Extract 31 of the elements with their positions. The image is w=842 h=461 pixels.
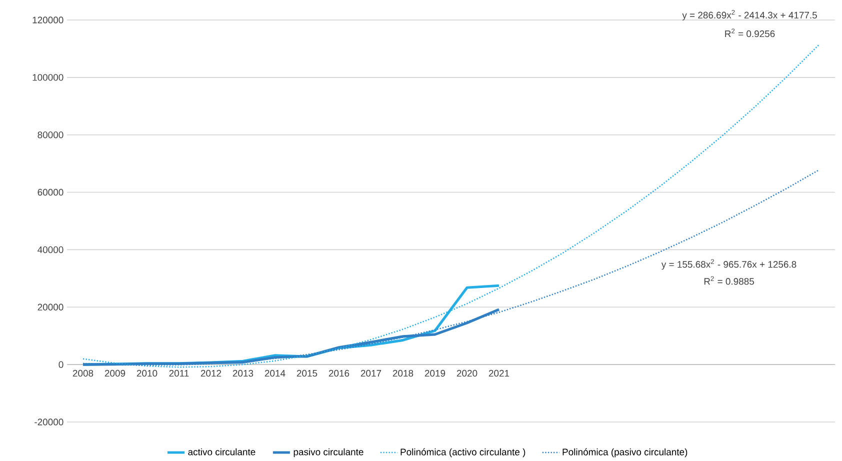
x-tick-label: 2016 [328,370,350,377]
annotation: y = 286.69x$^{2}$ - 2414.3x + 4177.5 [682,10,817,20]
x-tick-label: 2017 [360,370,382,377]
y-tick-label: 40000 [38,246,64,254]
x-tick-label: 2021 [488,370,510,377]
line-series [82,44,820,368]
y-tick-label: 120000 [32,16,64,24]
y-tick-label: 0 [58,361,64,368]
x-tick-label: 2010 [136,370,158,377]
x-tick-label: 2015 [296,370,318,377]
legend-label: pasivo circulante [294,448,364,458]
x-tick-label: 2013 [232,370,254,377]
y-tick-label: 100000 [32,74,64,81]
y-tick-label: -20000 [34,418,64,426]
x-tick-label: 2011 [169,370,189,377]
x-tick-label: 2020 [456,370,478,377]
legend-label: Polinómica (pasivo circulante) [562,448,688,458]
x-tick-label: 2014 [264,370,286,377]
annotation: R$^{2}$ = 0.9885 [704,276,754,285]
annotation: R$^{2}$ = 0.9256 [725,28,775,38]
legend-label: Polinómica (activo circulante ) [400,448,526,458]
annotation: y = 155.68x$^{2}$ - 965.76x + 1256.8 [661,259,796,270]
y-tick-label: 60000 [38,188,64,196]
y-tick-label: 80000 [38,132,64,138]
legend-label: activo circulante [188,448,256,456]
x-tick-label: 2009 [104,370,126,377]
y-tick-label: 20000 [38,304,64,310]
x-tick-label: 2012 [200,370,222,377]
x-tick-label: 2019 [424,370,446,377]
x-tick-label: 2018 [392,370,414,377]
x-tick-label: 2008 [72,370,94,377]
